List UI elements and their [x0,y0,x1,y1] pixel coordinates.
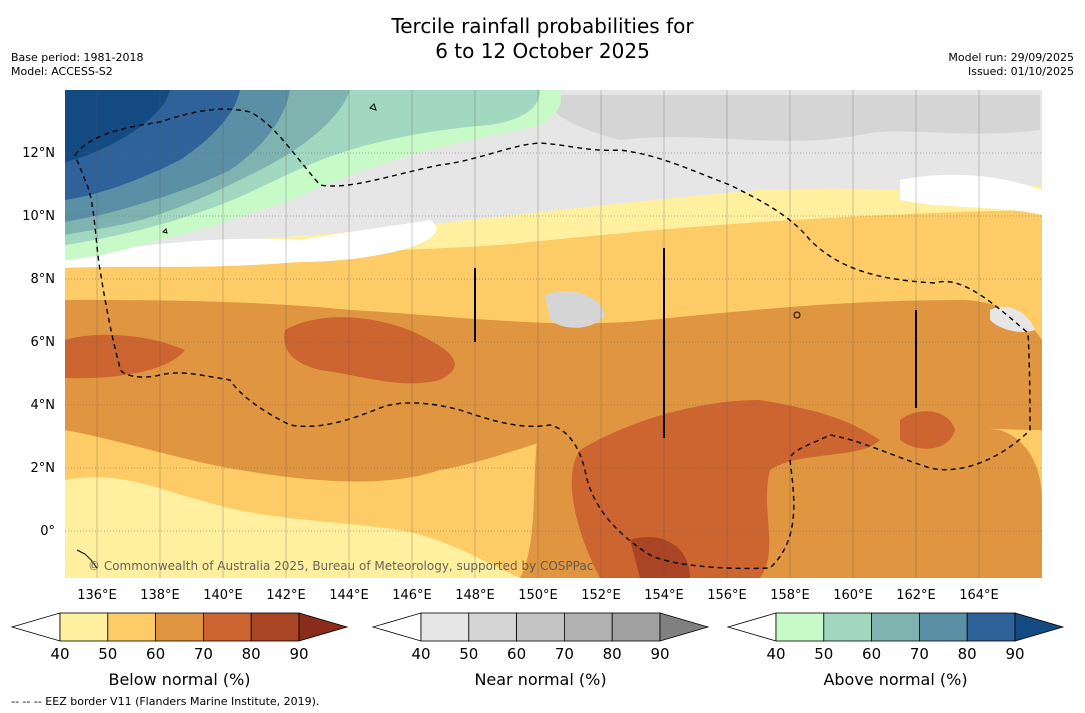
colorbar-tick-label: 70 [555,645,574,663]
meridians [96,90,980,578]
copyright-text: © Commonwealth of Australia 2025, Bureau… [88,559,593,573]
lon-label: 136°E [77,588,117,603]
eez-border [74,108,1031,570]
probability-field [65,90,1042,578]
white-area-2 [900,174,1042,215]
near-normal-blob [545,291,605,328]
colorbar-segment [611,612,661,642]
lon-label: 142°E [266,588,306,603]
lat-label: 8°N [31,272,56,287]
model-name: Model: ACCESS-S2 [11,65,113,78]
band-below-90 [630,536,690,578]
lon-label: 156°E [707,588,747,603]
colorbar-extend-high [659,612,710,642]
colorbar-extend-low [726,612,777,642]
colorbar-tick-label: 50 [459,645,478,663]
colorbar-tick-label: 70 [194,645,213,663]
lat-label: 12°N [22,146,55,161]
meta-right: Model run: 29/09/2025 Issued: 01/10/2025 [948,51,1074,79]
colorbar-3: 40 50 60 70 80 90 Above normal (%) [726,612,1065,689]
colorbar-segment [823,612,872,642]
lon-label: 150°E [518,588,558,603]
small-islands [76,103,801,569]
island-marks [474,248,917,438]
colorbar-segment [468,612,517,642]
colorbar-tick-label: 40 [50,645,69,663]
lat-label: 0° [40,524,55,539]
colorbar-1: 40 50 60 70 80 90 Below normal (%) [10,612,349,689]
band-below-80-d [900,411,955,449]
lon-label: 146°E [392,588,432,603]
eez-footnote: -- -- -- EEZ border V11 (Flanders Marine… [11,695,320,708]
colorbar-tick-label: 60 [146,645,165,663]
south-light-band [65,477,520,578]
gridlines [65,152,1042,532]
colorbar-label: Above normal (%) [823,670,967,689]
colorbar-segment [564,612,613,642]
lon-label: 148°E [455,588,495,603]
title-line-1: Tercile rainfall probabilities for [391,14,694,38]
lon-label: 152°E [581,588,621,603]
colorbar-tick-label: 80 [242,645,261,663]
colorbar-segment [59,612,109,642]
white-area-1 [65,220,437,268]
lon-label: 140°E [203,588,243,603]
colorbar-tick-label: 70 [910,645,929,663]
colorbar-extend-high [298,612,349,642]
map-title: Tercile rainfall probabilities for 6 to … [0,14,1085,64]
colorbar-tick-label: 80 [603,645,622,663]
colorbar-tick-label: 50 [814,645,833,663]
colorbar-segment [919,612,968,642]
colorbar-extend-high [1014,612,1065,642]
lon-label: 164°E [959,588,999,603]
colorbar-label: Near normal (%) [474,670,606,689]
colorbar-segment [775,612,825,642]
colorbar-segment [966,612,1016,642]
lon-label: 154°E [644,588,684,603]
colorbar-segment [871,612,920,642]
lat-label: 4°N [31,398,56,413]
lat-label: 2°N [31,461,56,476]
colorbar-segment [155,612,204,642]
colorbar-extend-low [10,612,61,642]
colorbar-label: Below normal (%) [108,670,250,689]
colorbar-segment [516,612,565,642]
meta-left: Base period: 1981-2018 Model: ACCESS-S2 [11,51,143,79]
colorbar-tick-label: 90 [650,645,669,663]
lon-label: 144°E [329,588,369,603]
colorbars: 40 50 60 70 80 90 Below normal (%) 40 50 60 70 80 90… [10,612,1065,689]
colorbar-extend-low [371,612,422,642]
band-above-core [65,90,170,162]
colorbar-tick-label: 90 [289,645,308,663]
colorbar-tick-label: 60 [507,645,526,663]
colorbar-tick-label: 50 [98,645,117,663]
lon-label: 162°E [896,588,936,603]
colorbar-tick-label: 40 [411,645,430,663]
title-line-2: 6 to 12 October 2025 [435,39,650,63]
lon-label: 160°E [833,588,873,603]
colorbar-2: 40 50 60 70 80 90 Near normal (%) [371,612,710,689]
colorbar-segment [107,612,157,642]
colorbar-tick-label: 90 [1005,645,1024,663]
model-run: Model run: 29/09/2025 [948,51,1074,64]
base-period: Base period: 1981-2018 [11,51,144,64]
lat-label: 10°N [22,209,55,224]
band-below-80-c [571,400,880,578]
colorbar-segment [250,612,300,642]
issued-date: Issued: 01/10/2025 [967,65,1074,78]
colorbar-segment [202,612,252,642]
colorbar-tick-label: 60 [862,645,881,663]
colorbar-tick-label: 80 [958,645,977,663]
band-below-80-b [65,334,185,379]
lon-label: 138°E [140,588,180,603]
lon-label: 158°E [770,588,810,603]
lat-label: 6°N [31,335,56,350]
colorbar-tick-label: 40 [766,645,785,663]
colorbar-segment [420,612,470,642]
